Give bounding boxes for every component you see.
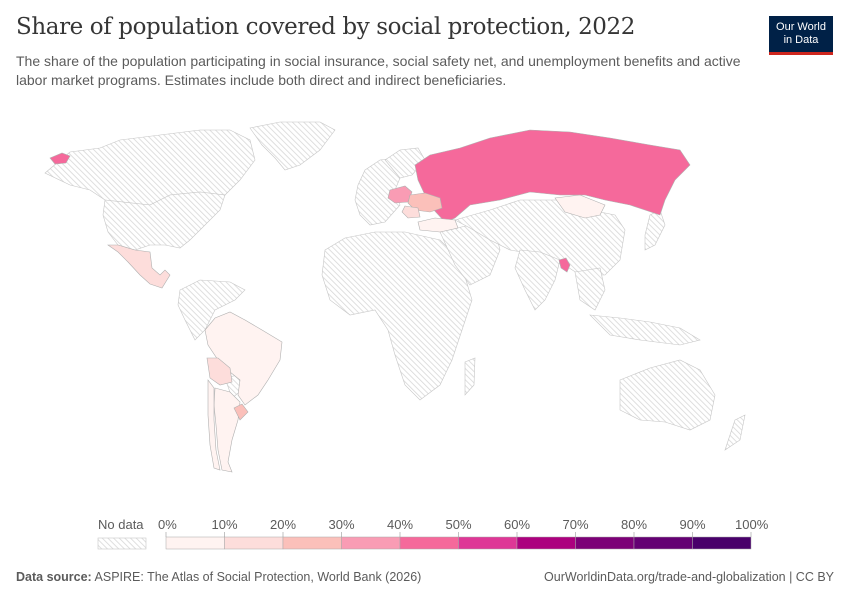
country-bangladesh[interactable] <box>558 257 571 273</box>
region-central-asia-china[interactable] <box>454 199 626 276</box>
logo-line-2: in Data <box>783 34 819 46</box>
region-japan[interactable] <box>644 209 666 251</box>
legend-bin[interactable] <box>692 536 752 550</box>
legend-tick-label: 0% <box>158 517 177 532</box>
legend-bin[interactable] <box>458 536 518 550</box>
country-turkey[interactable] <box>417 217 459 233</box>
region-usa[interactable] <box>102 191 226 251</box>
legend-tick-label: 100% <box>735 517 769 532</box>
country-argentina[interactable] <box>213 387 241 473</box>
data-source-label: Data source: <box>16 570 92 584</box>
legend-tick-label: 70% <box>563 517 589 532</box>
region-new-zealand[interactable] <box>724 414 746 451</box>
country-mongolia[interactable] <box>554 194 606 219</box>
legend-bin[interactable] <box>282 536 342 550</box>
legend: No data 0% 10% 20% 30% 40% 50% 60% 70% 80% 90% 100… <box>97 517 769 550</box>
legend-no-data-label: No data <box>98 517 144 532</box>
legend-bin[interactable] <box>575 536 635 550</box>
legend-tick-label: 90% <box>680 517 706 532</box>
country-russia-chukotka-tip[interactable] <box>49 152 71 165</box>
region-alaska-canada[interactable] <box>44 129 256 206</box>
legend-tick-label: 20% <box>270 517 296 532</box>
region-australia[interactable] <box>619 359 716 431</box>
legend-tick-label: 60% <box>504 517 530 532</box>
country-uruguay[interactable] <box>233 403 249 421</box>
country-mexico[interactable] <box>107 244 171 289</box>
chart-subtitle: The share of the population participatin… <box>16 53 741 88</box>
region-greenland[interactable] <box>249 121 336 171</box>
country-bolivia[interactable] <box>206 357 233 386</box>
region-africa[interactable] <box>321 231 473 401</box>
legend-bin[interactable] <box>633 536 693 550</box>
legend-ticks: 0% 10% 20% 30% 40% 50% 60% 70% 80% 90% 100% <box>158 517 769 537</box>
legend-bin[interactable] <box>165 536 225 550</box>
legend-bin[interactable] <box>516 536 576 550</box>
legend-bin[interactable] <box>224 536 284 550</box>
chart-title: Share of population covered by social pr… <box>16 14 635 40</box>
owid-logo[interactable]: Our World in Data <box>769 16 833 55</box>
world-map <box>44 121 746 473</box>
region-southeast-asia[interactable] <box>574 267 606 311</box>
legend-tick-label: 10% <box>212 517 238 532</box>
data-source: Data source: ASPIRE: The Atlas of Social… <box>16 570 421 584</box>
data-source-text: ASPIRE: The Atlas of Social Protection, … <box>94 570 422 584</box>
region-india[interactable] <box>514 249 561 311</box>
legend-tick-label: 30% <box>329 517 355 532</box>
legend-bin[interactable] <box>399 536 459 550</box>
legend-tick-label: 80% <box>621 517 647 532</box>
country-chile[interactable] <box>207 379 221 471</box>
region-northern-south-america[interactable] <box>177 279 246 341</box>
region-indonesia[interactable] <box>589 314 701 346</box>
legend-no-data-swatch <box>97 537 147 550</box>
footer-url[interactable]: OurWorldinData.org/trade-and-globalizati… <box>544 570 834 584</box>
legend-tick-label: 40% <box>387 517 413 532</box>
country-ukraine[interactable] <box>407 192 443 213</box>
legend-bins <box>165 536 752 550</box>
legend-tick-label: 50% <box>446 517 472 532</box>
region-madagascar[interactable] <box>464 357 476 396</box>
legend-bin[interactable] <box>341 536 401 550</box>
country-romania[interactable] <box>401 205 421 219</box>
logo-line-1: Our World <box>776 21 826 33</box>
